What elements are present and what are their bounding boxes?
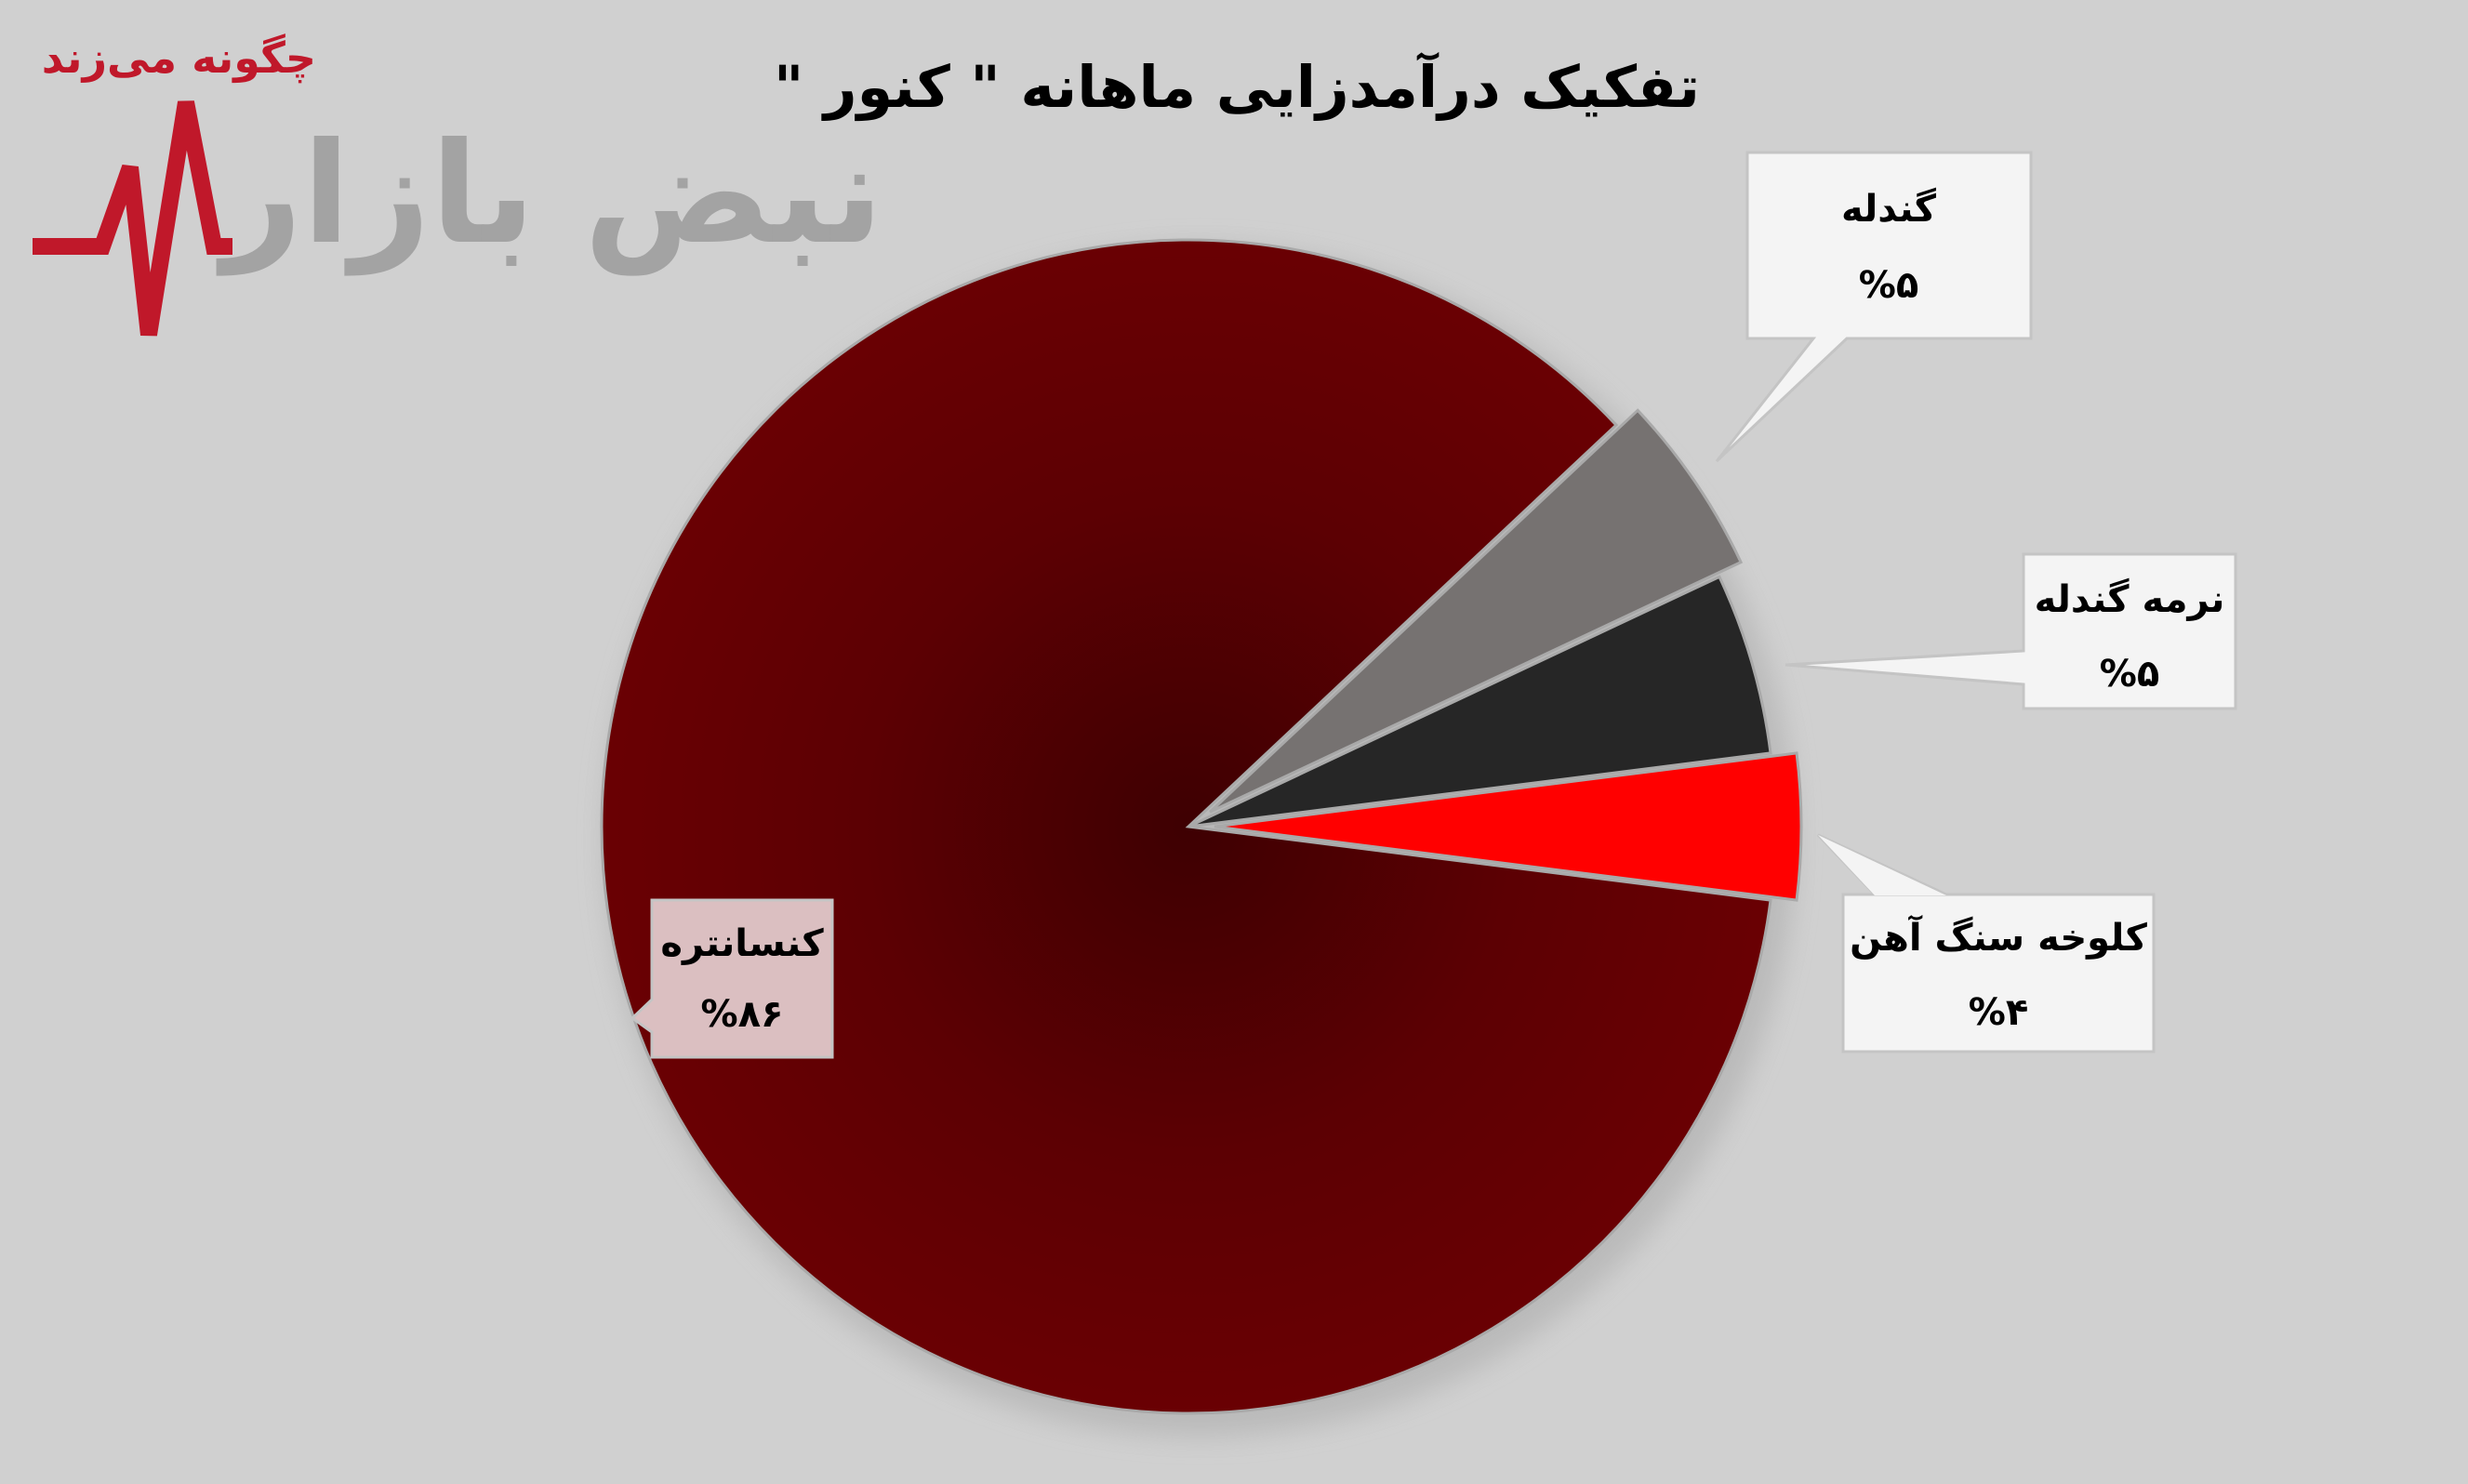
logo-tagline: چگونه می‌زند — [42, 33, 316, 84]
slice-value-label: %۸۶ — [701, 993, 784, 1036]
pie-slice-1 — [1188, 575, 1772, 828]
logo: چگونه می‌زند نبض بازار — [33, 33, 883, 337]
chart-title: تفکیک درآمدزایی ماهانه " کنور " — [774, 51, 1700, 121]
callout-konsantreh: کنسانتره %۸۶ — [630, 898, 834, 1059]
slice-label: نرمه گندله — [2035, 577, 2225, 621]
slice-value-label: %۴ — [1969, 991, 2029, 1034]
pie-slice-2 — [1214, 751, 1803, 902]
pie-slice-3 — [600, 238, 1772, 1415]
pulse-icon — [33, 100, 232, 337]
slice-label: کلوخه سنگ آهن — [1850, 914, 2147, 960]
slice-label: گندله — [1841, 187, 1937, 231]
slice-label: کنسانتره — [660, 922, 824, 965]
callout-narmeh-gondaleh: نرمه گندله %۵ — [1785, 552, 2237, 710]
pie — [600, 238, 1803, 1415]
callout-kolukheh: کلوخه سنگ آهن %۴ — [1816, 833, 2156, 1053]
slice-value-label: %۵ — [1859, 264, 1919, 307]
logo-name: نبض بازار — [216, 113, 883, 276]
slice-value-label: %۵ — [2100, 653, 2160, 696]
callout-gondaleh: گندله %۵ — [1715, 151, 2033, 463]
pie-slice-0 — [1209, 408, 1744, 814]
